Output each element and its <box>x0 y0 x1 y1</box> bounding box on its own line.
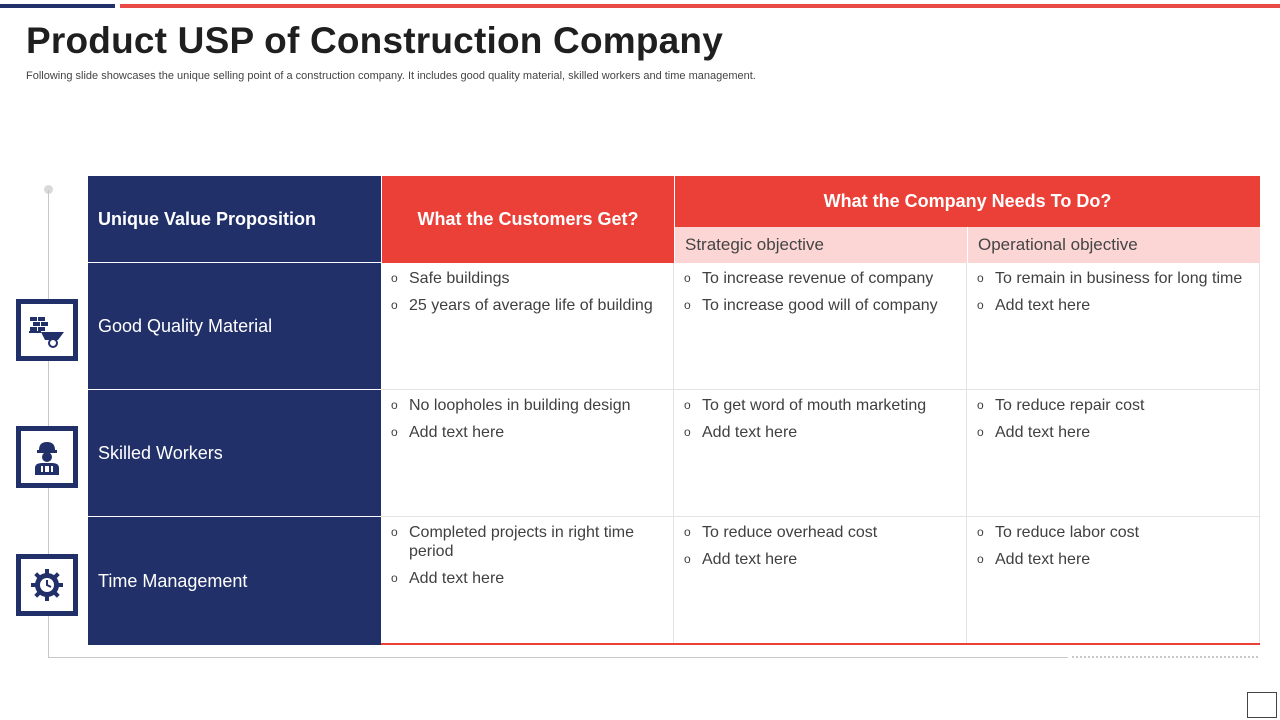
list-item: Add text here <box>977 550 1251 569</box>
list-item: To increase good will of company <box>684 296 958 315</box>
list-item: Add text here <box>977 423 1251 442</box>
slide-title: Product USP of Construction Company <box>26 20 724 61</box>
cell-customers-row2: No loopholes in building design Add text… <box>381 390 674 517</box>
row-label-good-quality-material: Good Quality Material <box>88 263 381 390</box>
header-company-needs: What the Company Needs To Do? <box>674 176 1260 227</box>
row-label-time-management: Time Management <box>88 517 381 645</box>
worker-icon <box>27 437 67 477</box>
list-item: To reduce repair cost <box>977 396 1251 415</box>
timeline-dot <box>44 185 53 194</box>
header-unique-value-proposition: Unique Value Proposition <box>88 176 381 263</box>
cell-operational-row2: To reduce repair cost Add text here <box>967 390 1260 517</box>
subheader-strategic-objective: Strategic objective <box>674 227 967 263</box>
list-item: To remain in business for long time <box>977 269 1251 288</box>
list-item: To reduce labor cost <box>977 523 1251 542</box>
gear-clock-icon <box>27 565 67 605</box>
list-item: To reduce overhead cost <box>684 523 958 542</box>
list-item: Add text here <box>391 569 665 588</box>
timeline-dotted-line <box>1072 656 1258 658</box>
cell-strategic-row1: To increase revenue of company To increa… <box>674 263 967 390</box>
wheelbarrow-bricks-icon <box>27 310 67 350</box>
corner-box <box>1247 692 1277 718</box>
cell-customers-row3: Completed projects in right time period … <box>381 517 674 643</box>
list-item: Add text here <box>391 423 665 442</box>
list-item: Add text here <box>977 296 1251 315</box>
slide-subtitle: Following slide showcases the unique sel… <box>26 70 756 82</box>
row-icon-box-material <box>16 299 78 361</box>
list-item: Add text here <box>684 550 958 569</box>
list-item: Safe buildings <box>391 269 665 288</box>
top-accent-bar-red <box>120 4 1280 8</box>
cell-strategic-row3: To reduce overhead cost Add text here <box>674 517 967 643</box>
row-label-skilled-workers: Skilled Workers <box>88 390 381 517</box>
row-icon-box-workers <box>16 426 78 488</box>
cell-operational-row3: To reduce labor cost Add text here <box>967 517 1260 643</box>
list-item: No loopholes in building design <box>391 396 665 415</box>
subheader-operational-objective: Operational objective <box>967 227 1260 263</box>
cell-customers-row1: Safe buildings 25 years of average life … <box>381 263 674 390</box>
row-icon-box-time <box>16 554 78 616</box>
table-bottom-accent-line <box>381 643 1260 645</box>
header-customers-get: What the Customers Get? <box>381 176 674 263</box>
list-item: Completed projects in right time period <box>391 523 665 561</box>
timeline-horizontal-line <box>48 657 1068 658</box>
list-item: Add text here <box>684 423 958 442</box>
list-item: 25 years of average life of building <box>391 296 665 315</box>
list-item: To get word of mouth marketing <box>684 396 958 415</box>
timeline-vertical-line <box>48 190 49 658</box>
usp-table: Unique Value Proposition What the Custom… <box>88 176 1260 645</box>
top-accent-bar-navy <box>0 4 115 8</box>
list-item: To increase revenue of company <box>684 269 958 288</box>
cell-operational-row1: To remain in business for long time Add … <box>967 263 1260 390</box>
cell-strategic-row2: To get word of mouth marketing Add text … <box>674 390 967 517</box>
